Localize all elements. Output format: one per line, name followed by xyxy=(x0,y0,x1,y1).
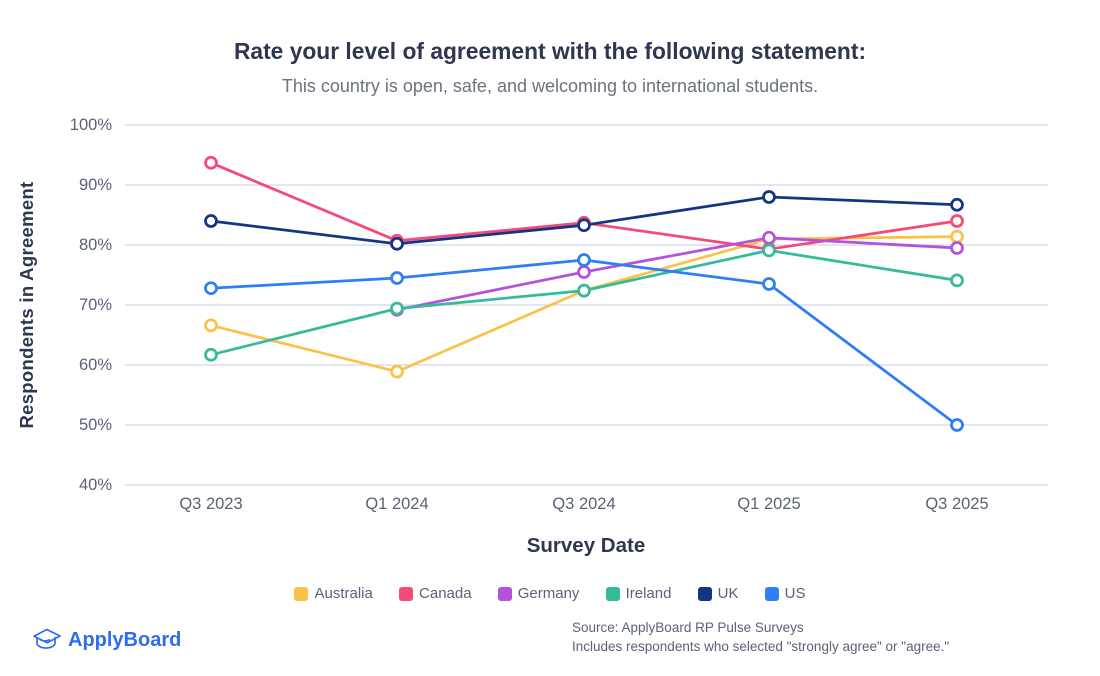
svg-text:Q3 2025: Q3 2025 xyxy=(925,495,988,513)
svg-text:80%: 80% xyxy=(79,236,112,254)
svg-text:Q3 2024: Q3 2024 xyxy=(552,495,615,513)
svg-text:Q1 2025: Q1 2025 xyxy=(737,495,800,513)
svg-text:70%: 70% xyxy=(79,296,112,314)
svg-text:90%: 90% xyxy=(79,176,112,194)
svg-text:50%: 50% xyxy=(79,416,112,434)
svg-text:Q3 2023: Q3 2023 xyxy=(179,495,242,513)
svg-text:40%: 40% xyxy=(79,476,112,494)
svg-text:Respondents in Agreement: Respondents in Agreement xyxy=(16,181,37,428)
svg-text:100%: 100% xyxy=(70,116,113,134)
svg-text:Q1 2024: Q1 2024 xyxy=(365,495,428,513)
svg-text:Survey Date: Survey Date xyxy=(527,534,646,557)
svg-text:60%: 60% xyxy=(79,356,112,374)
